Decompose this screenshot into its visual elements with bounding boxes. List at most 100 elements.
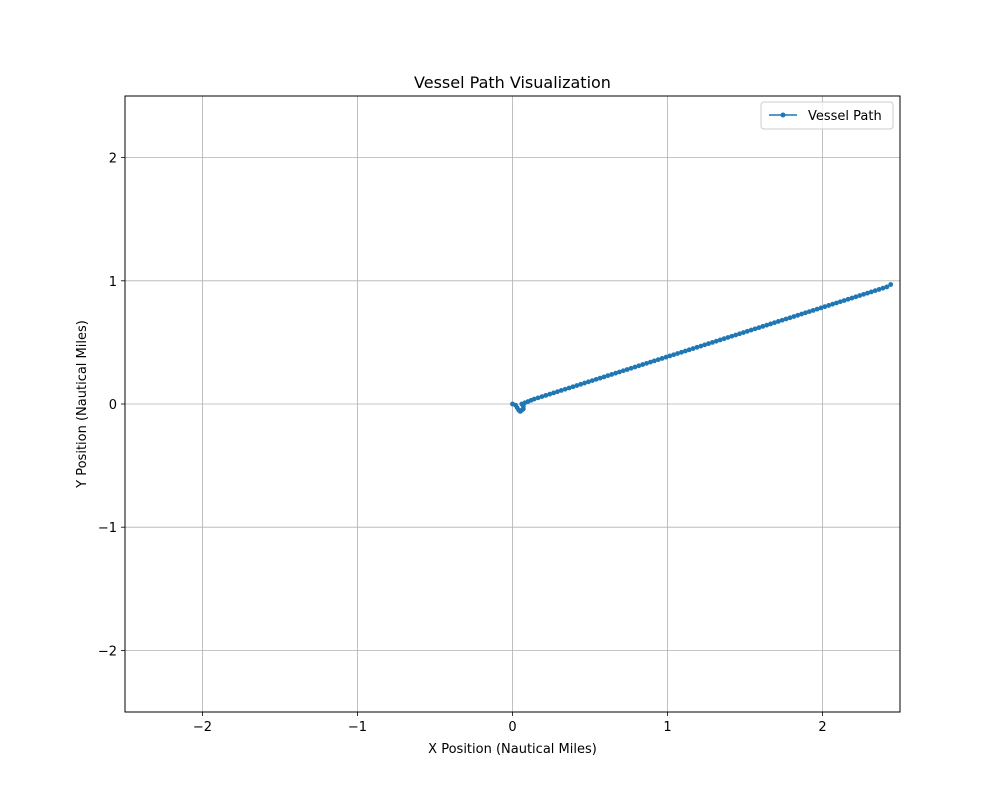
vessel-path-point: [845, 296, 851, 302]
vessel-path-point: [872, 288, 878, 294]
vessel-path-point: [857, 293, 863, 298]
y-tick-label: −1: [98, 521, 117, 536]
vessel-path-point: [822, 304, 828, 310]
vessel-path-point: [562, 386, 568, 392]
vessel-path-point: [690, 346, 696, 351]
vessel-path-point: [613, 370, 618, 376]
vessel-path-point: [624, 367, 630, 372]
vessel-path-point: [721, 336, 727, 342]
vessel-path-point: [651, 358, 657, 364]
vessel-path-point: [744, 328, 750, 334]
vessel-path-point: [779, 317, 785, 323]
vessel-path-point: [799, 311, 804, 317]
vessel-path-point: [810, 307, 816, 313]
vessel-path-point: [593, 376, 599, 382]
vessel-path-point: [830, 301, 835, 307]
vessel-path-point: [876, 287, 882, 292]
vessel-path-point: [841, 298, 847, 303]
series-layer: [510, 282, 894, 414]
legend-label: Vessel Path: [808, 109, 882, 124]
vessel-path-point: [760, 323, 766, 329]
chart-title: Vessel Path Visualization: [414, 73, 611, 92]
vessel-path-point: [655, 357, 661, 363]
vessel-path-point: [636, 363, 642, 369]
vessel-path-point: [574, 383, 580, 388]
legend-marker-swatch: [780, 112, 786, 118]
vessel-path-point: [667, 353, 673, 359]
vessel-path-point: [826, 303, 832, 308]
vessel-path-point: [671, 352, 677, 358]
x-axis-label: X Position (Nautical Miles): [428, 742, 597, 757]
vessel-path-point: [570, 384, 576, 390]
vessel-path-point: [648, 359, 653, 365]
vessel-path-point: [880, 285, 886, 291]
vessel-path-point: [748, 327, 754, 333]
legend-box: [760, 101, 894, 130]
vessel-path-point: [686, 347, 692, 353]
vessel-path-point: [601, 374, 607, 380]
vessel-path-point: [589, 378, 595, 383]
vessel-path-point: [605, 373, 611, 379]
vessel-path-point: [868, 289, 874, 295]
vessel-path-point: [617, 369, 622, 375]
vessel-path-point: [861, 291, 866, 297]
vessel-path-point: [764, 322, 770, 328]
vessel-path-point: [609, 372, 615, 377]
vessel-path-point: [768, 321, 773, 327]
vessel-path-point: [582, 380, 587, 386]
y-tick-label: 1: [109, 275, 117, 290]
vessel-path-point: [888, 282, 894, 287]
vessel-path-point: [566, 385, 572, 391]
vessel-path-point: [586, 379, 591, 385]
vessel-path-point: [791, 314, 797, 319]
x-tick-label: 1: [663, 720, 671, 735]
vessel-path-point: [531, 396, 537, 402]
x-tick-label: 0: [508, 720, 516, 735]
vessel-path-point: [806, 309, 812, 314]
vessel-path-point: [663, 354, 669, 360]
x-tick-label: −1: [348, 720, 367, 735]
vessel-path-point: [803, 310, 808, 316]
vessel-path-point: [644, 360, 649, 366]
vessel-path-point: [783, 316, 789, 322]
x-tick-label: −2: [193, 720, 212, 735]
y-tick-label: 0: [109, 398, 117, 413]
vessel-path-point: [772, 320, 777, 326]
vessel-path-point: [632, 364, 638, 370]
vessel-path-point: [675, 351, 680, 356]
vessel-path-point: [752, 326, 758, 332]
vessel-path-point: [558, 388, 564, 393]
vessel-path-point: [756, 325, 762, 331]
vessel-path-point: [694, 344, 700, 350]
vessel-path-point: [834, 300, 839, 306]
vessel-path-point: [865, 290, 870, 296]
vessel-path-point: [535, 395, 541, 401]
vessel-path-point: [729, 333, 735, 339]
vessel-path-point: [853, 294, 859, 300]
vessel-path-point: [702, 342, 708, 348]
x-tick-label: 2: [818, 720, 826, 735]
vessel-path-point: [741, 330, 746, 335]
vessel-path-point: [682, 348, 688, 354]
vessel-path-point: [679, 349, 684, 355]
vessel-path-point: [737, 331, 742, 337]
vessel-path-point: [597, 375, 603, 381]
vessel-path-point: [547, 391, 553, 397]
vessel-path-point: [555, 389, 560, 395]
vessel-path-point: [710, 340, 715, 345]
axis-ticks: −2 −1 0 1 2 −2 −1 0 1 2: [98, 152, 827, 735]
vessel-path-point: [640, 362, 646, 367]
y-axis-label: Y Position (Nautical Miles): [75, 320, 90, 489]
vessel-path-point: [837, 299, 843, 305]
vessel-path-point: [543, 392, 549, 398]
vessel-path-point: [551, 390, 556, 396]
vessel-path-point: [620, 368, 626, 374]
vessel-path-point: [733, 332, 739, 338]
vessel-path-point: [698, 343, 704, 349]
vessel-path-point: [787, 315, 793, 321]
vessel-path-point: [814, 306, 820, 312]
y-tick-label: 2: [109, 152, 117, 167]
vessel-path-point: [717, 337, 723, 343]
vessel-path-point: [818, 305, 824, 311]
